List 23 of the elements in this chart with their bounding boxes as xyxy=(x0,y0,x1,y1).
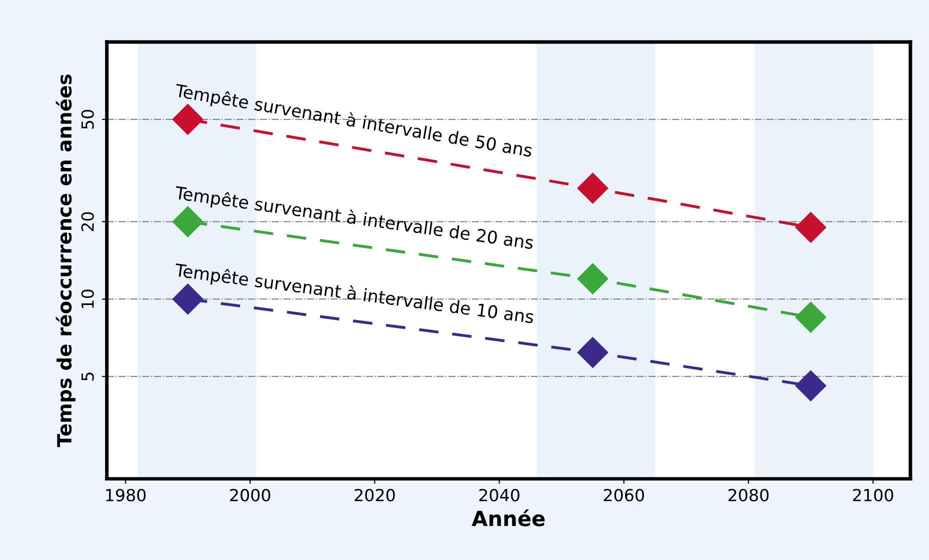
x-tick-label: 2080 xyxy=(728,488,769,502)
point xyxy=(795,302,826,333)
point xyxy=(577,337,608,368)
point xyxy=(795,212,826,243)
x-tick-label: 2000 xyxy=(230,488,270,502)
point xyxy=(795,370,826,402)
point xyxy=(172,284,204,315)
y-tick-label: 5 xyxy=(81,372,94,381)
point xyxy=(577,172,608,204)
y-tick-label: 10 xyxy=(81,290,94,308)
x-tick-label: 2020 xyxy=(354,488,395,502)
text: Tempête survenant à intervalle de 50 ans xyxy=(174,82,533,160)
x-tick-label: 2060 xyxy=(604,488,644,502)
text: Tempête survenant à intervalle de 20 ans xyxy=(174,184,534,253)
x-axis-title: Année xyxy=(472,509,545,526)
point xyxy=(577,263,608,294)
x-tick-label: 1980 xyxy=(106,488,146,502)
x-tick-label: 2100 xyxy=(853,488,894,502)
y-tick-label: 50 xyxy=(81,110,94,129)
y-tick-label: 20 xyxy=(81,212,94,232)
y-axis-title: Temps de réoccurrence en années xyxy=(56,74,76,448)
x-tick-label: 2040 xyxy=(479,488,520,502)
text: Tempête survenant à intervalle de 10 ans xyxy=(174,262,534,327)
